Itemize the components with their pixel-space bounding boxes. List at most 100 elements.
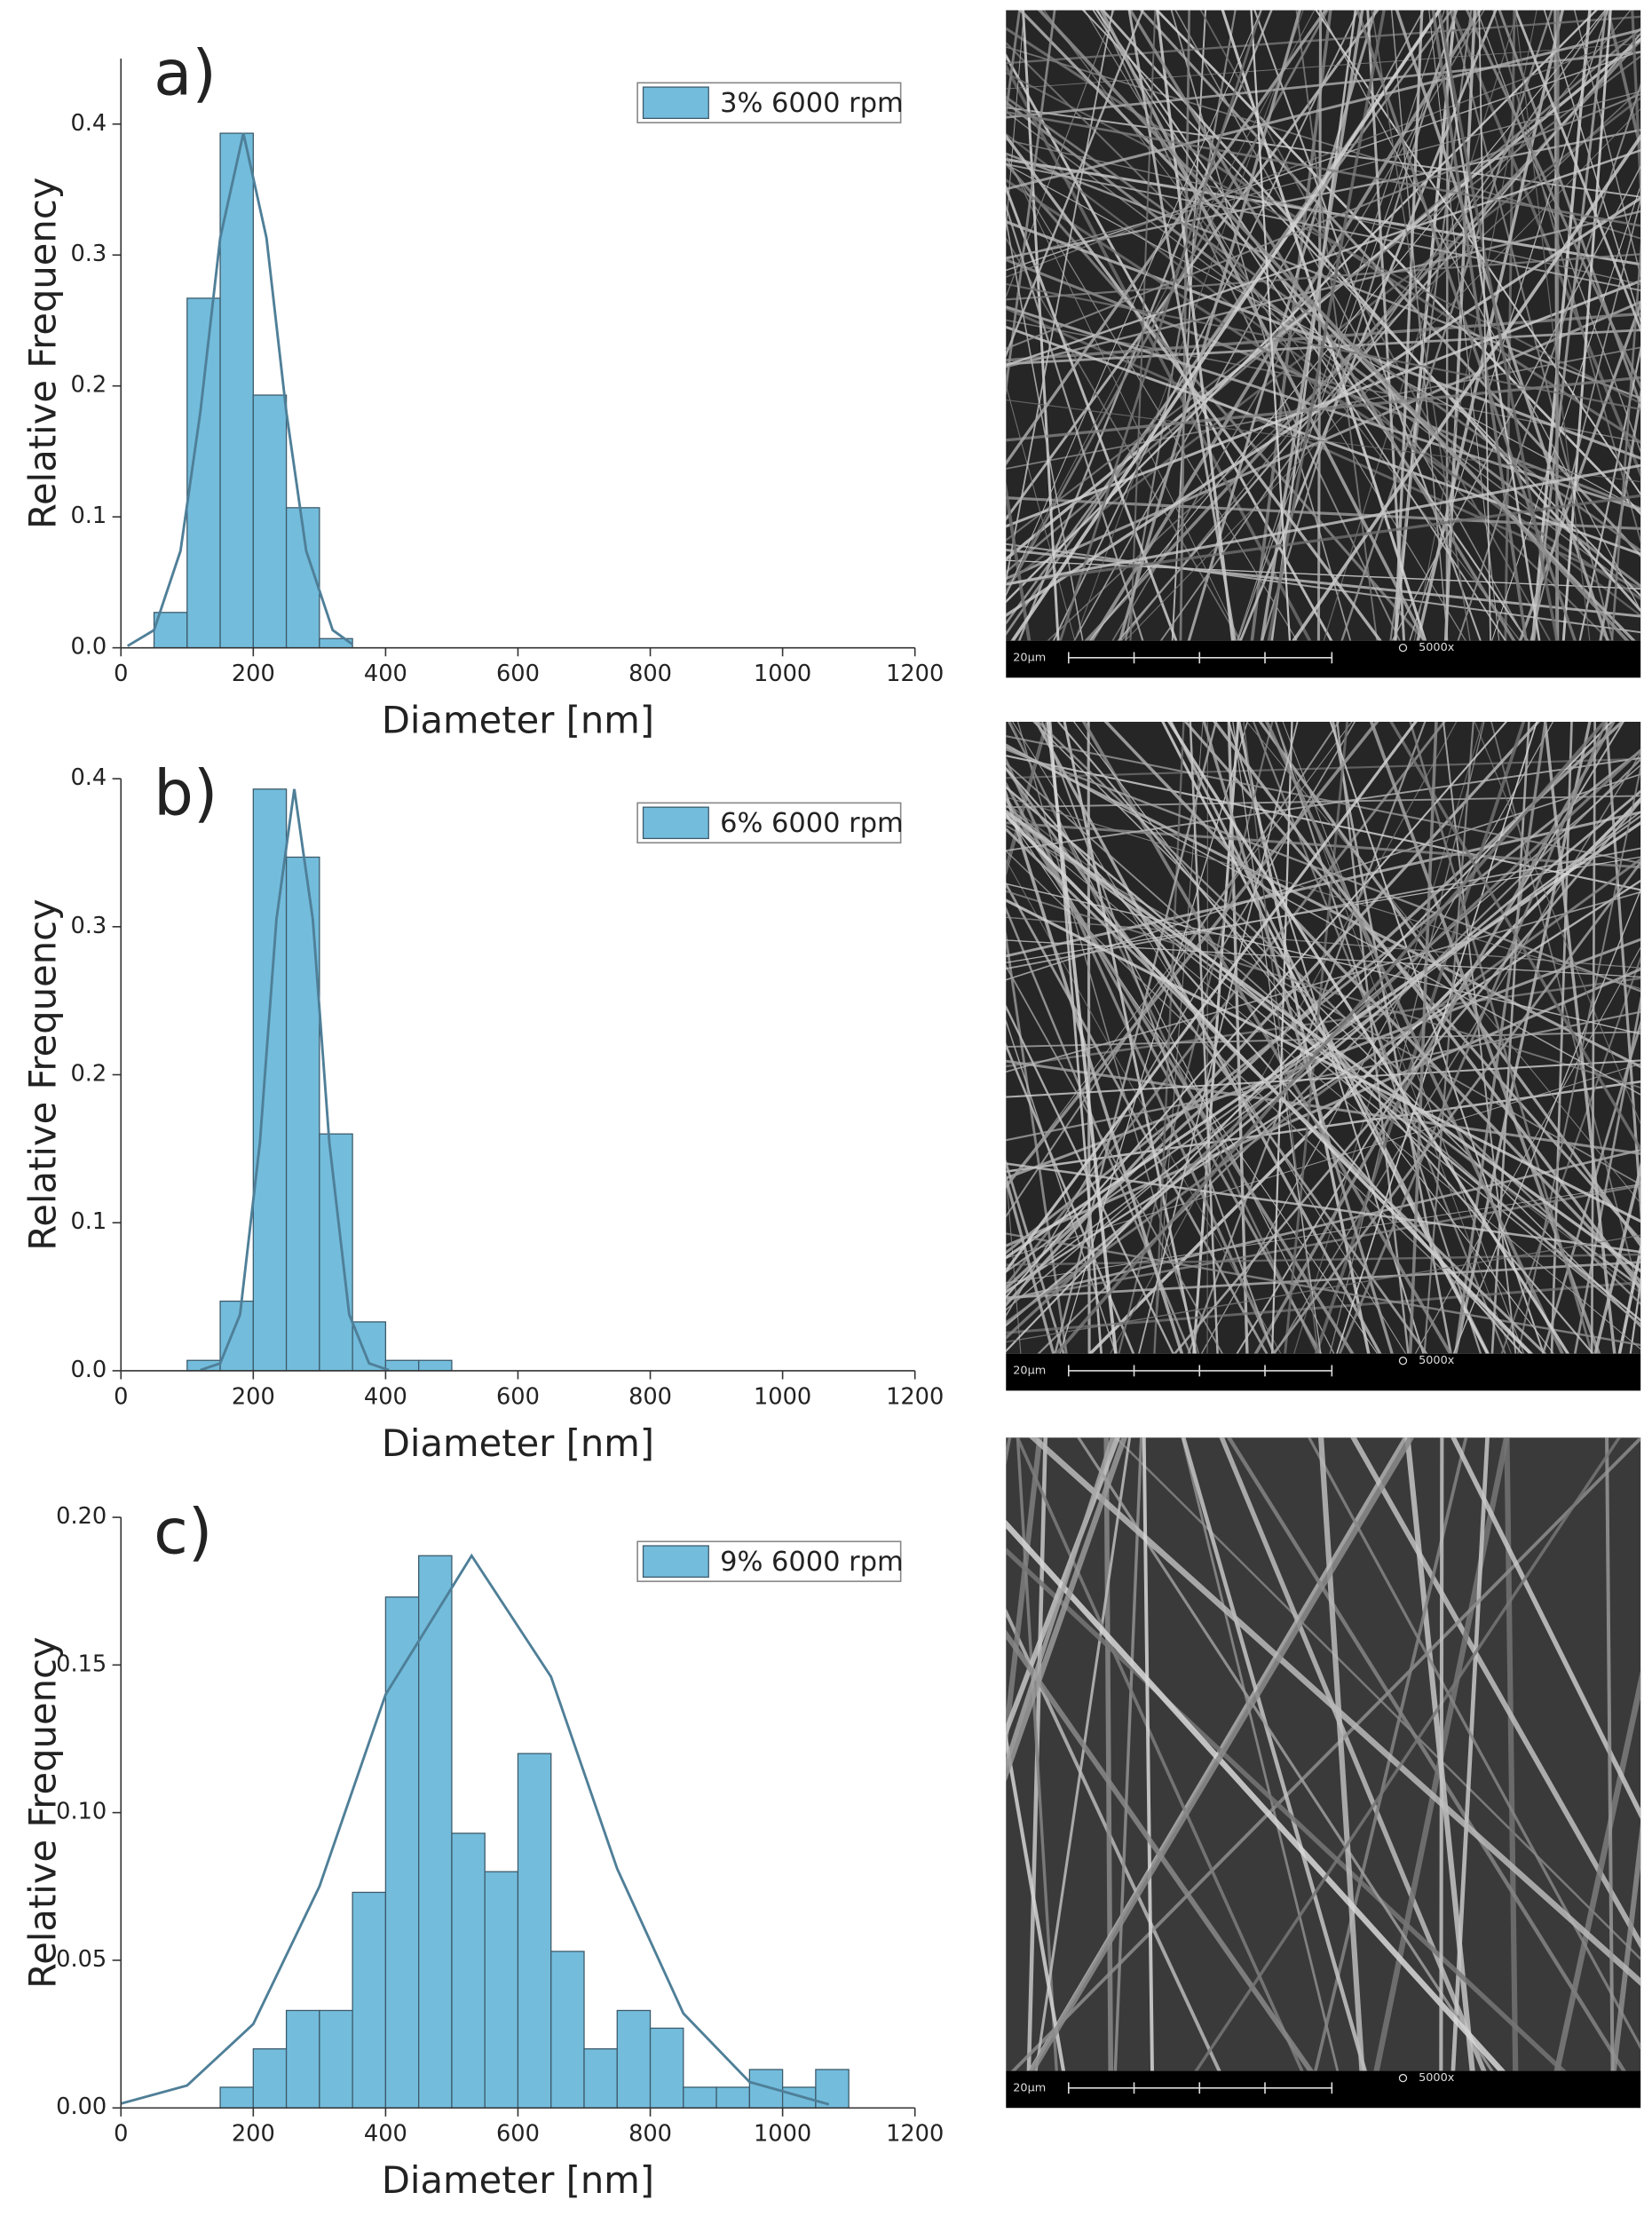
bar: [517, 1753, 552, 2109]
fiber: [1006, 882, 1269, 1354]
fiber: [1006, 1261, 1641, 1300]
fiber: [1006, 51, 1641, 119]
fiber: [1054, 721, 1607, 1354]
fiber: [1258, 721, 1641, 1248]
fiber: [1543, 721, 1616, 1354]
fiber: [1593, 1161, 1641, 1354]
fiber: [1006, 71, 1641, 405]
x-tick-label: 800: [628, 1383, 672, 1410]
fiber: [1006, 811, 1641, 1294]
x-tick-label: 400: [364, 1383, 407, 1410]
fiber: [1250, 10, 1292, 641]
fiber: [1006, 939, 1641, 978]
fiber: [1529, 196, 1641, 641]
sem-image: 20μm 5000x: [897, 4, 1641, 678]
magnification: 5000x: [1419, 641, 1455, 654]
bar: [683, 2086, 717, 2109]
x-tick-label: 800: [628, 2121, 672, 2148]
fiber: [1006, 847, 1641, 970]
fit-curve: [120, 1553, 830, 2106]
fiber: [1006, 964, 1224, 1354]
fiber: [1275, 721, 1482, 1354]
fiber: [1006, 91, 1641, 260]
fiber: [1006, 827, 1547, 1354]
fiber: [1408, 721, 1438, 1354]
fiber: [1006, 133, 1382, 641]
fiber: [1022, 10, 1060, 641]
legend-swatch: [642, 86, 709, 119]
fiber: [1114, 1437, 1641, 1961]
fiber: [1350, 1437, 1641, 1950]
fiber: [1272, 860, 1641, 1354]
fiber: [1006, 756, 1277, 1354]
y-tick-label: 0.15: [56, 1650, 107, 1677]
fiber: [1006, 1437, 1043, 1760]
fiber: [1181, 1437, 1367, 2071]
bar: [484, 1871, 519, 2109]
fiber: [895, 1430, 965, 2078]
bar: [319, 2009, 353, 2109]
fiber: [1006, 1004, 1175, 1354]
fiber: [1016, 1437, 1304, 2071]
fiber: [1541, 1019, 1641, 1354]
fiber: [1631, 10, 1641, 213]
fiber: [1073, 721, 1554, 1354]
fiber: [1492, 10, 1641, 544]
fit-curve: [126, 132, 353, 647]
fiber: [1226, 1437, 1626, 2071]
fiber: [1099, 10, 1427, 641]
fiber: [1006, 10, 1262, 597]
fiber: [1610, 238, 1641, 641]
fiber: [1120, 10, 1632, 641]
fiber: [1245, 721, 1641, 1205]
fiber: [1167, 721, 1570, 1354]
fiber: [1006, 766, 1428, 1354]
bar: [252, 2048, 288, 2109]
fiber: [1006, 721, 1048, 874]
fiber: [1118, 10, 1302, 641]
fiber: [1183, 721, 1641, 1243]
fiber: [1338, 721, 1608, 1354]
y-tick-label: 0.3: [70, 913, 107, 939]
fiber: [1292, 133, 1641, 641]
legend-label: 3% 6000 rpm: [720, 88, 904, 119]
y-tick-label: 0.20: [56, 1503, 107, 1530]
bar: [781, 2086, 817, 2109]
x-tick-label: 1000: [754, 2121, 811, 2148]
fiber: [1006, 796, 1641, 990]
fiber: [1006, 809, 1641, 1273]
fiber: [1006, 755, 1641, 891]
fiber: [1431, 10, 1528, 641]
fiber: [897, 4, 988, 648]
fiber: [1006, 494, 1641, 586]
fiber: [1046, 721, 1118, 1354]
fiber: [949, 1430, 970, 2078]
bar: [384, 1359, 420, 1372]
fiber: [1006, 898, 1641, 1223]
fiber: [1006, 859, 1282, 1354]
fiber: [1409, 721, 1593, 1354]
fiber: [1006, 786, 1641, 1322]
magnification: 5000x: [1419, 2071, 1455, 2085]
fiber: [1006, 721, 1353, 1189]
y-tick-label: 0.1: [70, 503, 107, 529]
x-tick-label: 200: [232, 1383, 275, 1410]
fiber: [1006, 10, 1056, 398]
fiber: [1103, 1437, 1114, 2071]
bar: [319, 1133, 353, 1372]
scale-label: 20μm: [1013, 2081, 1046, 2094]
y-axis-title: Relative Frequency: [20, 898, 64, 1250]
fiber: [1032, 721, 1641, 1328]
x-axis-title: Diameter [nm]: [382, 2158, 654, 2202]
fiber: [1006, 542, 1641, 634]
fiber: [1010, 1437, 1641, 2071]
y-tick-label: 0.0: [70, 634, 107, 661]
fiber: [1394, 10, 1424, 641]
fiber: [1478, 10, 1491, 641]
fiber: [1092, 10, 1507, 641]
fibers: [897, 4, 1641, 648]
fiber: [1237, 10, 1458, 641]
fiber: [1336, 721, 1410, 1354]
x-tick-label: 600: [496, 2121, 540, 2148]
